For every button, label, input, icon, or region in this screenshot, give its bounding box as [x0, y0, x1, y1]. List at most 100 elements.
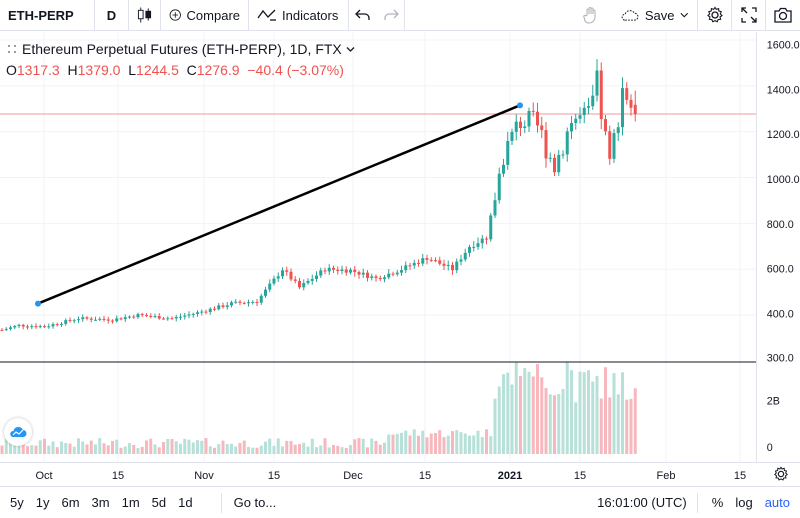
volume-bar [174, 441, 178, 454]
fullscreen-button[interactable] [732, 0, 766, 31]
trend-line-drawing[interactable] [35, 102, 523, 307]
trading-button[interactable] [570, 0, 612, 31]
volume-bar [298, 444, 301, 454]
undo-button[interactable] [349, 0, 377, 31]
candle-body [344, 269, 348, 273]
redo-button[interactable] [377, 0, 405, 31]
percent-scale-button[interactable]: % [711, 495, 724, 510]
volume-bar [429, 433, 433, 454]
volume-bar [17, 443, 21, 454]
candle-body [77, 319, 80, 321]
volume-bar [404, 430, 408, 454]
candle-body [119, 318, 123, 320]
time-tick-label: 2021 [498, 470, 522, 482]
volume-bar [472, 435, 476, 454]
interval-button[interactable]: D [95, 0, 129, 31]
candle-body [187, 314, 191, 316]
volume-bar [183, 438, 187, 454]
indicators-label: Indicators [282, 7, 339, 23]
volume-bar [4, 439, 8, 454]
volume-bar [442, 437, 446, 454]
candle-body [64, 320, 68, 324]
range-5d-button[interactable]: 5d [151, 495, 167, 510]
candle-body [106, 319, 110, 321]
volume-bar [47, 445, 51, 454]
candle-body [21, 324, 25, 327]
volume-bar [621, 372, 624, 454]
range-6m-button[interactable]: 6m [61, 495, 80, 510]
candle-body [247, 302, 250, 304]
range-5y-button[interactable]: 5y [10, 495, 24, 510]
range-1d-button[interactable]: 1d [178, 495, 193, 510]
save-button[interactable]: Save [612, 0, 698, 31]
candle-body [349, 269, 352, 273]
settings-button[interactable] [698, 0, 732, 31]
candle-body [468, 246, 471, 253]
volume-bar [145, 440, 148, 454]
range-3m-button[interactable]: 3m [91, 495, 110, 510]
volume-bar [493, 398, 497, 454]
volume-bar [395, 433, 399, 454]
volume-bar [485, 429, 488, 454]
volume-bar [476, 430, 480, 454]
volume-bar [179, 443, 182, 454]
bottom-toolbar: 5y 1y 6m 3m 1m 5d 1d Go to... 16:01:00 (… [0, 486, 800, 518]
candle-body [60, 323, 63, 325]
volume-bar [527, 371, 531, 454]
candle-body [493, 200, 497, 216]
undo-icon [355, 9, 370, 20]
candle-body [191, 313, 195, 315]
candle-body [293, 279, 297, 281]
candle-body [370, 276, 374, 278]
time-tick-label: Nov [194, 470, 214, 482]
price-tick-label: 300.0 [767, 352, 794, 364]
open-key: O [6, 62, 17, 78]
range-1y-button[interactable]: 1y [35, 495, 50, 510]
price-axis[interactable]: 1600.0 1400.0 1200.0 1000.0 800.0 600.0 400.0 3… [756, 32, 800, 462]
log-scale-button[interactable]: log [735, 495, 753, 510]
series-title[interactable]: Ethereum Perpetual Futures (ETH-PERP), 1… [6, 40, 355, 58]
candle-body [140, 314, 144, 316]
volume-bar [540, 377, 544, 454]
volume-bar [366, 447, 369, 454]
candle-body [123, 317, 127, 320]
volume-bar [561, 388, 565, 454]
goto-label: Go to... [233, 495, 277, 510]
candle-body [557, 154, 561, 173]
volume-bar [336, 445, 340, 454]
volume-bar [408, 435, 412, 454]
compare-button[interactable]: Compare [161, 0, 249, 31]
volume-bar [196, 440, 199, 454]
candle-body [438, 260, 442, 264]
volume-bar [417, 435, 420, 454]
candle-body [285, 270, 289, 272]
candle-body [417, 262, 420, 264]
gear-icon [706, 6, 723, 23]
candle-body [55, 324, 59, 326]
time-axis[interactable]: Oct 15 Nov 15 Dec 15 2021 15 Feb 15 [0, 463, 756, 487]
high-key: H [67, 62, 78, 78]
volume-bar [268, 438, 272, 454]
axis-settings-button[interactable] [770, 465, 792, 483]
auto-scale-button[interactable]: auto [764, 495, 790, 510]
candle-body [115, 318, 119, 322]
chevron-down-icon [346, 46, 355, 52]
volume-bar [242, 440, 246, 454]
candle-body [429, 259, 433, 261]
indicators-icon [257, 9, 276, 21]
timezone-button[interactable]: 16:01:00 (UTC) [587, 492, 698, 513]
time-tick-label: Dec [343, 470, 363, 482]
tradingview-logo[interactable] [4, 418, 32, 446]
volume-bar [625, 399, 629, 454]
volume-bar [285, 440, 289, 454]
volume-bar [60, 441, 63, 454]
goto-button[interactable]: Go to... [220, 492, 277, 513]
snapshot-button[interactable] [766, 0, 800, 31]
price-chart-pane[interactable] [0, 32, 756, 462]
chart-type-button[interactable] [129, 0, 161, 31]
candle-body [629, 99, 633, 108]
symbol-search-button[interactable]: ETH-PERP [0, 0, 95, 31]
candle-body [251, 302, 255, 304]
range-1m-button[interactable]: 1m [121, 495, 140, 510]
indicators-button[interactable]: Indicators [249, 0, 349, 31]
